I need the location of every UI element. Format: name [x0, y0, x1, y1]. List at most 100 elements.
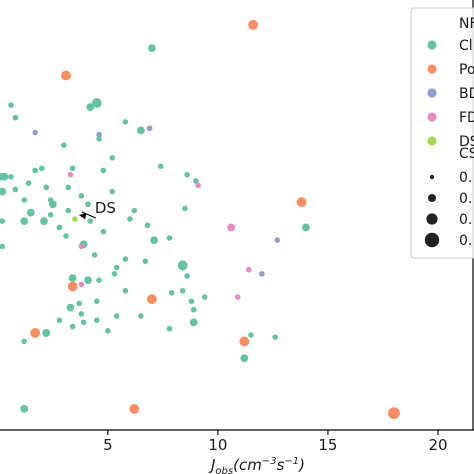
data-point [157, 163, 164, 170]
data-point [72, 216, 78, 222]
data-point [259, 271, 265, 277]
data-point [272, 334, 278, 340]
data-point [39, 165, 45, 172]
data-point [189, 318, 198, 327]
annotation: DS [78, 199, 116, 220]
data-point [69, 165, 76, 172]
data-point [100, 167, 107, 174]
legend-size-entries: 0. 0. 0. 0. [424, 170, 472, 249]
data-point [48, 200, 57, 209]
x-axis-ticks: 5 10 15 20 [103, 430, 448, 454]
data-point [91, 98, 102, 108]
data-point [122, 256, 129, 262]
annotation-text: DS [95, 199, 116, 217]
data-point [129, 404, 140, 414]
legend-label-ds: DS [459, 134, 474, 150]
series-bd [32, 125, 281, 277]
legend-label-bd: BD [459, 86, 474, 102]
data-point [78, 243, 85, 250]
data-point [43, 184, 50, 191]
data-point [76, 300, 83, 307]
legend-size-marker [426, 213, 438, 225]
data-point [87, 218, 94, 224]
data-point [182, 205, 188, 212]
xlabel-sup2: −1 [284, 456, 299, 467]
data-point [96, 131, 102, 138]
data-point [201, 294, 208, 300]
data-point [84, 276, 92, 285]
data-point [67, 171, 74, 178]
data-point [146, 125, 153, 132]
data-point [0, 243, 6, 250]
data-point [193, 178, 199, 184]
data-point [113, 264, 120, 271]
data-point [177, 260, 188, 271]
legend-size-title: CS [459, 146, 474, 162]
data-point [78, 192, 85, 199]
legend-marker-ds [427, 136, 437, 146]
data-point [113, 313, 120, 319]
data-point [56, 317, 63, 324]
data-point [190, 306, 197, 313]
data-point [26, 208, 35, 217]
data-point [234, 294, 241, 300]
data-point [0, 172, 9, 181]
data-point [30, 328, 41, 338]
data-point [122, 119, 129, 125]
data-point [248, 19, 259, 30]
data-point [388, 407, 400, 420]
x-tick-label: 15 [318, 436, 337, 454]
data-point [274, 237, 281, 243]
data-point [8, 102, 14, 108]
x-tick-label: 10 [208, 436, 227, 454]
data-point [105, 328, 111, 334]
data-point [188, 298, 195, 305]
data-point [150, 236, 158, 245]
legend-size-marker [429, 174, 435, 180]
data-point [94, 317, 100, 324]
xlabel-mid: s [277, 456, 285, 474]
data-point [65, 207, 72, 214]
legend-label-fd: FD [459, 110, 474, 126]
legend-size-label: 0. [459, 212, 472, 228]
legend-marker-po [427, 64, 437, 74]
data-point [302, 223, 310, 232]
data-point [138, 313, 144, 319]
data-point [20, 217, 29, 226]
data-point [0, 187, 7, 196]
xlabel-close: ) [298, 456, 305, 474]
data-point [56, 224, 63, 231]
data-point [80, 319, 87, 326]
legend-label-cl: Cl [459, 38, 473, 54]
legend-hue-entries: Cl Po BD FD DS [427, 38, 474, 150]
axes: 5 10 15 20 [0, 0, 474, 454]
data-point [47, 211, 54, 218]
data-point [109, 188, 116, 195]
data-points [0, 19, 400, 420]
series-ds [72, 216, 78, 222]
data-point [78, 311, 85, 317]
data-point [144, 222, 151, 229]
legend-marker-fd [427, 112, 437, 122]
data-point [86, 103, 95, 112]
series-cl [0, 44, 310, 413]
data-point [21, 338, 28, 345]
data-point [67, 281, 78, 292]
data-point [248, 332, 254, 338]
annotation-arrowhead [78, 213, 87, 220]
x-tick-label: 5 [103, 436, 113, 454]
data-point [68, 274, 77, 282]
legend-label-po: Po [459, 62, 474, 78]
data-point [32, 167, 39, 174]
x-axis-label: Jobs(cm−3s−1) [208, 456, 305, 474]
series-po [30, 19, 400, 420]
legend-size-marker [428, 194, 436, 202]
data-point [61, 70, 71, 81]
data-point [69, 323, 76, 330]
annotation-arrow [81, 211, 97, 219]
legend: NF Cl Po BD FD DS CS 0. 0. 0. 0. [410, 7, 474, 259]
data-point [122, 287, 129, 294]
data-point [85, 201, 91, 208]
legend-hue-title: NF [459, 16, 474, 32]
